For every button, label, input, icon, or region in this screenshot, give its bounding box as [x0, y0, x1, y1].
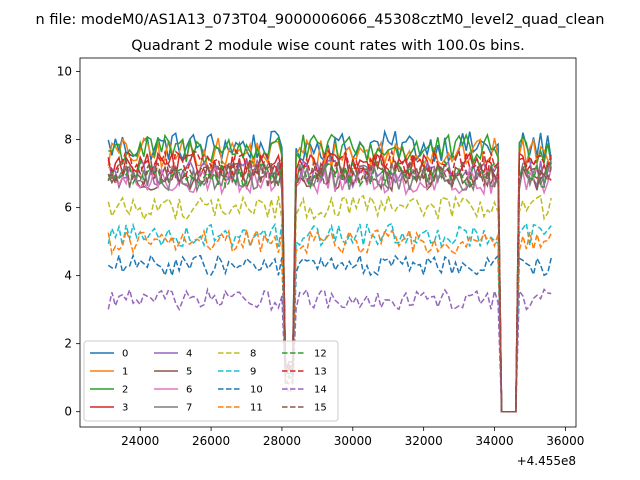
- series-line-9: [107, 221, 552, 413]
- plot-frame: [79, 57, 577, 428]
- legend-label-1: 1: [122, 367, 128, 378]
- legend-label-5: 5: [186, 367, 192, 378]
- series-lines: [107, 128, 552, 413]
- y-tick-label: 2: [64, 337, 72, 351]
- chart-suptitle: n file: modeM0/AS1A13_073T04_9000006066_…: [36, 12, 605, 28]
- legend-label-12: 12: [314, 349, 327, 360]
- legend-label-11: 11: [250, 403, 263, 414]
- legend-label-9: 9: [250, 367, 256, 378]
- legend-label-13: 13: [314, 367, 327, 378]
- y-tick-label: 10: [57, 65, 72, 79]
- series-line-4: [107, 158, 552, 413]
- series-line-12: [107, 158, 552, 413]
- y-tick-label: 0: [64, 405, 72, 419]
- legend-label-8: 8: [250, 349, 256, 360]
- legend-label-6: 6: [186, 385, 192, 396]
- chart-title: Quadrant 2 module wise count rates with …: [131, 38, 525, 54]
- y-tick-label: 6: [64, 201, 72, 215]
- legend-label-0: 0: [122, 349, 128, 360]
- x-tick-label: 26000: [192, 434, 230, 448]
- x-tick-label: 30000: [334, 434, 372, 448]
- legend-label-7: 7: [186, 403, 192, 414]
- legend-label-14: 14: [314, 385, 327, 396]
- legend-label-4: 4: [186, 349, 192, 360]
- y-tick-label: 8: [64, 133, 72, 147]
- x-tick-label: 28000: [263, 434, 301, 448]
- x-tick-label: 36000: [546, 434, 584, 448]
- y-tick-label: 4: [64, 269, 72, 283]
- legend-label-10: 10: [250, 385, 263, 396]
- series-line-15: [107, 157, 552, 413]
- series-line-2: [108, 132, 552, 413]
- legend-label-3: 3: [122, 403, 128, 414]
- series-line-1: [107, 136, 552, 413]
- y-axis: 0 2 4 6 8 10: [57, 65, 80, 419]
- x-tick-label: 34000: [475, 434, 513, 448]
- series-line-13: [107, 148, 552, 413]
- series-line-11: [107, 227, 552, 413]
- x-tick-label: 32000: [405, 434, 443, 448]
- legend-label-15: 15: [314, 403, 327, 414]
- legend-label-2: 2: [122, 385, 128, 396]
- series-line-14: [107, 286, 552, 413]
- x-tick-label: 24000: [121, 434, 159, 448]
- legend-box: [83, 340, 339, 422]
- x-offset-label: +4.455e8: [517, 454, 576, 468]
- x-axis: 24000 26000 28000 30000 32000 34000 36000: [121, 427, 584, 448]
- series-line-10: [107, 252, 552, 413]
